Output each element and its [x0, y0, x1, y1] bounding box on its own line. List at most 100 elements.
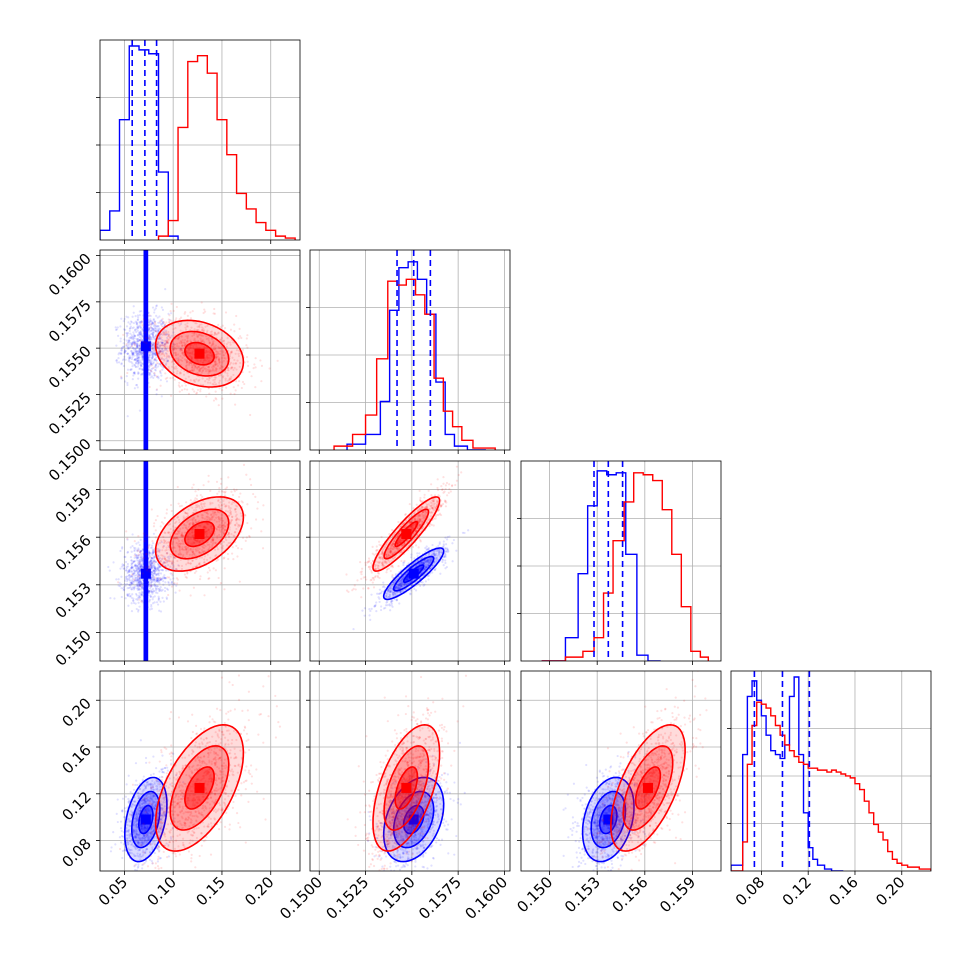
- scatter-point: [209, 490, 211, 492]
- scatter-point: [134, 554, 136, 556]
- scatter-point: [177, 486, 179, 488]
- scatter-point: [126, 334, 128, 336]
- scatter-point: [215, 560, 217, 562]
- scatter-point: [196, 392, 198, 394]
- scatter-point: [123, 338, 125, 340]
- scatter-point: [185, 384, 187, 386]
- scatter-point: [137, 314, 139, 316]
- scatter-point: [128, 578, 130, 580]
- scatter-point: [149, 386, 151, 388]
- scatter-point: [446, 538, 448, 540]
- scatter-point: [220, 483, 222, 485]
- scatter-point: [155, 369, 157, 371]
- scatter-point: [190, 594, 192, 596]
- scatter-point: [224, 567, 226, 569]
- scatter-point: [127, 369, 129, 371]
- scatter-point: [254, 496, 256, 498]
- scatter-point: [123, 318, 125, 320]
- scatter-point: [227, 553, 229, 555]
- scatter-point: [427, 548, 429, 550]
- scatter-point: [437, 489, 439, 491]
- scatter-point: [150, 552, 152, 554]
- scatter-point: [385, 571, 387, 573]
- scatter-point: [132, 338, 134, 340]
- scatter-point: [160, 586, 162, 588]
- scatter-point: [376, 545, 378, 547]
- scatter-point: [133, 579, 135, 581]
- scatter-point: [242, 501, 244, 503]
- scatter-point: [159, 601, 161, 603]
- scatter-point: [192, 310, 194, 312]
- scatter-point: [137, 541, 139, 543]
- scatter-point: [154, 358, 156, 360]
- scatter-point: [215, 569, 217, 571]
- scatter-point: [126, 372, 128, 374]
- scatter-point: [445, 543, 447, 545]
- scatter-point: [135, 569, 137, 571]
- scatter-point: [242, 537, 244, 539]
- scatter-point: [256, 507, 258, 509]
- scatter-point: [127, 551, 129, 553]
- scatter-point: [120, 340, 122, 342]
- scatter-point: [196, 498, 198, 500]
- scatter-point: [224, 491, 226, 493]
- scatter-point: [136, 565, 138, 567]
- scatter-point: [151, 608, 153, 610]
- scatter-point: [376, 593, 378, 595]
- scatter-point: [156, 304, 158, 306]
- scatter-point: [133, 326, 135, 328]
- scatter-point: [133, 305, 135, 307]
- scatter-point: [123, 328, 125, 330]
- scatter-point: [244, 514, 246, 516]
- scatter-point: [137, 377, 139, 379]
- scatter-point: [221, 389, 223, 391]
- scatter-point: [120, 587, 122, 589]
- scatter-point: [170, 504, 172, 506]
- scatter-point: [209, 569, 211, 571]
- scatter-point: [382, 582, 384, 584]
- scatter-point: [107, 566, 109, 568]
- scatter-point: [137, 535, 139, 537]
- scatter-point: [139, 353, 141, 355]
- scatter-point: [137, 353, 139, 355]
- scatter-point: [178, 590, 180, 592]
- scatter-point: [125, 569, 127, 571]
- scatter-point: [154, 354, 156, 356]
- scatter-point: [156, 592, 158, 594]
- scatter-point: [159, 385, 161, 387]
- scatter-point: [131, 356, 133, 358]
- scatter-point: [208, 475, 210, 477]
- scatter-point: [199, 388, 201, 390]
- scatter-point: [164, 517, 166, 519]
- scatter-point: [384, 607, 386, 609]
- scatter-point: [218, 404, 220, 406]
- scatter-point: [124, 580, 126, 582]
- scatter-point: [360, 596, 362, 598]
- scatter-point: [159, 370, 161, 372]
- scatter-point: [136, 581, 138, 583]
- scatter-point: [157, 577, 159, 579]
- scatter-point: [218, 490, 220, 492]
- density-peak: [409, 569, 419, 579]
- scatter-point: [398, 602, 400, 604]
- scatter-point: [444, 562, 446, 564]
- scatter-point: [190, 317, 192, 319]
- scatter-point: [149, 346, 151, 348]
- scatter-point: [227, 476, 229, 478]
- scatter-point: [190, 499, 192, 501]
- scatter-point: [225, 311, 227, 313]
- scatter-point: [179, 386, 181, 388]
- scatter-point: [163, 600, 165, 602]
- scatter-point: [129, 323, 131, 325]
- scatter-point: [141, 321, 143, 323]
- scatter-point: [149, 570, 151, 572]
- scatter-point: [159, 320, 161, 322]
- scatter-point: [159, 578, 161, 580]
- scatter-point: [150, 370, 152, 372]
- scatter-point: [193, 390, 195, 392]
- scatter-point: [269, 367, 271, 369]
- scatter-point: [410, 589, 412, 591]
- scatter-point: [246, 522, 248, 524]
- scatter-point: [434, 569, 436, 571]
- scatter-point: [437, 494, 439, 496]
